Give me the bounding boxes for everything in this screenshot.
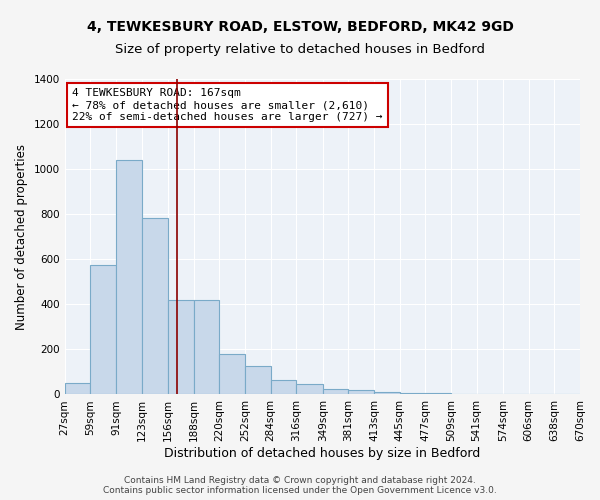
- Text: Size of property relative to detached houses in Bedford: Size of property relative to detached ho…: [115, 42, 485, 56]
- Bar: [91, 265, 116, 394]
- Bar: [349, 390, 374, 394]
- Bar: [168, 300, 194, 394]
- Bar: [116, 160, 142, 394]
- Bar: [220, 354, 245, 395]
- Bar: [400, 392, 425, 394]
- Bar: [65, 383, 91, 394]
- Bar: [245, 366, 271, 394]
- Bar: [142, 218, 168, 394]
- Text: 4 TEWKESBURY ROAD: 167sqm
← 78% of detached houses are smaller (2,610)
22% of se: 4 TEWKESBURY ROAD: 167sqm ← 78% of detac…: [73, 88, 383, 122]
- Bar: [296, 384, 323, 394]
- Bar: [271, 380, 296, 394]
- Y-axis label: Number of detached properties: Number of detached properties: [15, 144, 28, 330]
- Text: 4, TEWKESBURY ROAD, ELSTOW, BEDFORD, MK42 9GD: 4, TEWKESBURY ROAD, ELSTOW, BEDFORD, MK4…: [86, 20, 514, 34]
- Text: Contains HM Land Registry data © Crown copyright and database right 2024.
Contai: Contains HM Land Registry data © Crown c…: [103, 476, 497, 495]
- X-axis label: Distribution of detached houses by size in Bedford: Distribution of detached houses by size …: [164, 447, 481, 460]
- Bar: [374, 392, 400, 394]
- Bar: [194, 300, 220, 394]
- Bar: [323, 389, 349, 394]
